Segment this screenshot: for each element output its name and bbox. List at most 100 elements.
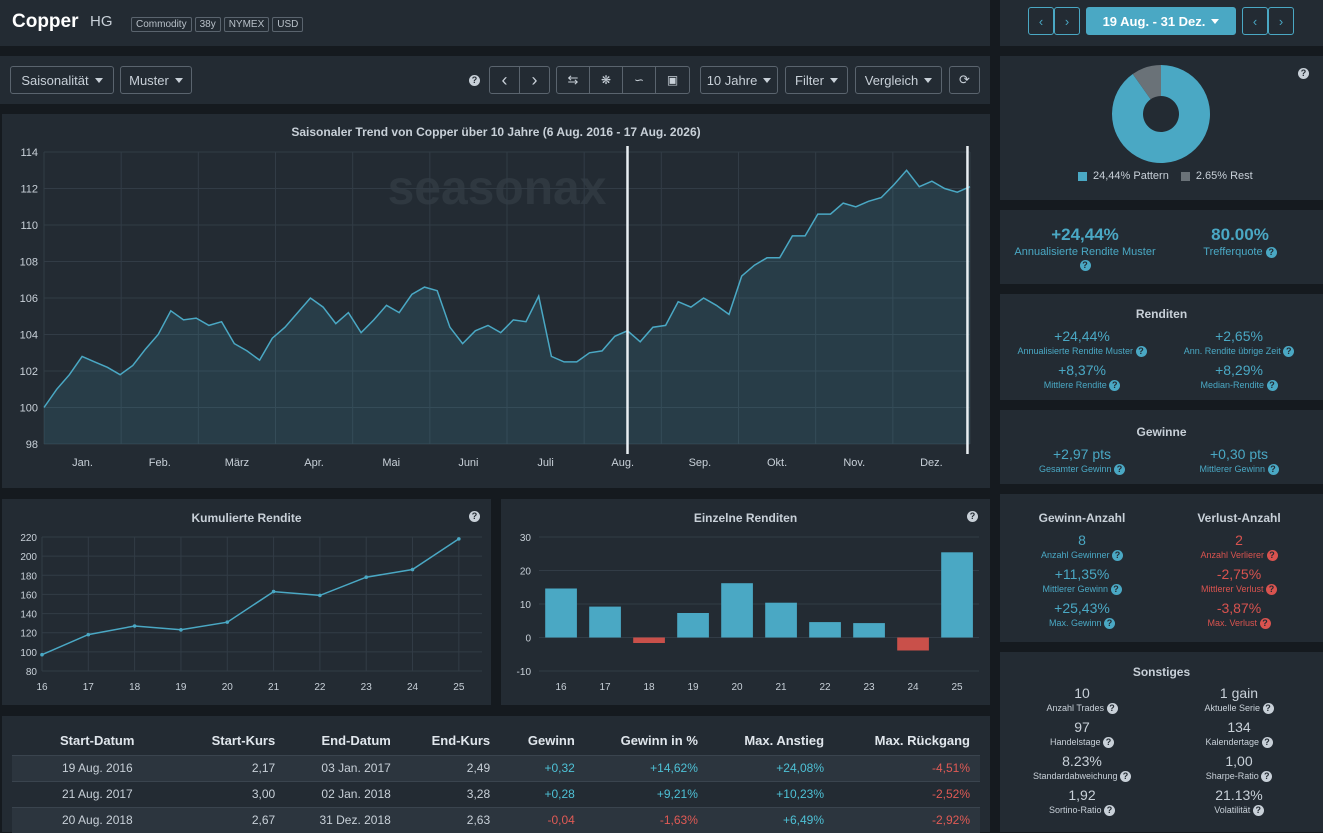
symbol-label: HG	[90, 13, 113, 30]
badge-type: Commodity	[131, 17, 192, 32]
cumulative-point	[86, 632, 91, 637]
help-icon[interactable]: ?	[1262, 703, 1274, 715]
help-icon[interactable]: ?	[1120, 771, 1132, 783]
stat-value: +25,43%	[1054, 600, 1110, 616]
reset-button[interactable]: ⟳	[949, 66, 980, 94]
help-icon[interactable]: ?	[1266, 380, 1278, 392]
stat-label-row: Mittlere Rendite ?	[1007, 380, 1157, 392]
help-icon[interactable]: ?	[1104, 618, 1116, 630]
filter-dropdown[interactable]: Filter	[785, 66, 848, 94]
table-cell: +0,32	[500, 754, 585, 781]
range-shift-prev-button[interactable]: ‹	[1242, 7, 1268, 35]
seasonality-dropdown[interactable]: Saisonalität	[10, 66, 114, 94]
x-tick-label: 21	[775, 682, 787, 693]
return-bar	[633, 637, 665, 643]
date-range-button[interactable]: 19 Aug. - 31 Dez.	[1086, 7, 1236, 35]
help-icon[interactable]: ?	[1103, 737, 1115, 749]
stat-max-gain: +25,43% Max. Gewinn ?	[1007, 600, 1157, 630]
help-icon[interactable]: ?	[469, 75, 480, 86]
table-row[interactable]: 21 Aug. 2017 3,00 02 Jan. 2018 3,28 +0,28 +9,…	[12, 780, 980, 807]
compare-dropdown[interactable]: Vergleich	[855, 66, 942, 94]
help-icon[interactable]: ?	[1106, 703, 1118, 715]
table-row[interactable]: 20 Aug. 2018 2,67 31 Dez. 2018 2,63 -0,04 -1,…	[12, 806, 980, 833]
help-icon[interactable]: ?	[1283, 346, 1295, 358]
column-header[interactable]: Start-Datum	[60, 733, 135, 749]
column-header[interactable]: Max. Rückgang	[874, 733, 970, 749]
stat-trading-days: 97 Handelstage ?	[1007, 719, 1157, 749]
help-icon[interactable]: ?	[1261, 771, 1273, 783]
years-dropdown[interactable]: 10 Jahre	[700, 66, 778, 94]
table-cell: 19 Aug. 2016	[12, 754, 180, 781]
trades-table: Start-Datum Start-Kurs End-Datum End-Kurs Ge…	[12, 727, 980, 833]
help-icon[interactable]: ?	[1104, 805, 1116, 817]
next-button[interactable]: ›	[519, 66, 550, 94]
help-icon[interactable]: ?	[1266, 550, 1278, 562]
stat-value: 8.23%	[1062, 753, 1102, 769]
help-icon[interactable]: ?	[1252, 805, 1264, 817]
help-icon[interactable]: ?	[1298, 68, 1309, 79]
help-icon[interactable]: ?	[1267, 464, 1279, 476]
stat-label-row: Sortino-Ratio ?	[1007, 805, 1157, 817]
x-tick-label: 19	[175, 682, 187, 693]
column-header[interactable]: Gewinn in %	[620, 733, 698, 749]
y-tick-label: 220	[20, 533, 37, 544]
range-prev-button[interactable]: ‹	[1028, 7, 1054, 35]
x-tick-label: 17	[83, 682, 95, 693]
help-icon[interactable]: ?	[1112, 550, 1124, 562]
range-shift-next-button[interactable]: ›	[1268, 7, 1294, 35]
table-cell: 03 Jan. 2017	[285, 754, 401, 781]
column-header[interactable]: Max. Anstieg	[744, 733, 825, 749]
x-tick-label: 22	[314, 682, 326, 693]
stat-total-gain: +2,97 pts Gesamter Gewinn ?	[1007, 446, 1157, 476]
chevron-down-icon	[94, 77, 103, 83]
help-icon[interactable]: ?	[1265, 246, 1277, 258]
prev-button[interactable]: ‹	[489, 66, 520, 94]
help-icon[interactable]: ?	[1135, 346, 1147, 358]
bug-icon: ❋	[600, 73, 612, 87]
bug-button[interactable]: ❋	[589, 66, 623, 94]
loss-count-title: Verlust-Anzahl	[1197, 511, 1281, 525]
swap-button[interactable]: ⇆	[556, 66, 590, 94]
swap-icon: ⇆	[567, 72, 579, 87]
column-header[interactable]: Start-Kurs	[211, 733, 276, 749]
help-icon[interactable]: ?	[469, 511, 480, 522]
range-next-button[interactable]: ›	[1054, 7, 1080, 35]
toolbar: Saisonalität Muster ? ‹ › ⇆ ❋ ∽ ▣ 10 Jah…	[0, 56, 990, 104]
stat-label: Mittlerer Gewinn	[1042, 584, 1108, 594]
pie-legend: 24,44% Pattern 2.65% Rest	[1078, 170, 1253, 182]
single-returns-chart: 30 20 10 0 -10 16 17 18 19 20 21 22 23 24 25	[517, 533, 979, 693]
pattern-dropdown[interactable]: Muster	[120, 66, 192, 94]
table-row[interactable]: 19 Aug. 2016 2,17 03 Jan. 2017 2,49 +0,32 +14…	[12, 754, 980, 781]
chevron-down-icon	[829, 77, 838, 83]
table-cell: 20 Aug. 2018	[12, 806, 180, 833]
stat-value: 1 gain	[1219, 685, 1259, 701]
calendar-button[interactable]: ▣	[655, 66, 690, 94]
stat-label-row: Anzahl Gewinner ?	[1007, 550, 1157, 562]
y-tick-label: 112	[20, 184, 38, 196]
stat-label-row: Mittlerer Gewinn ?	[1164, 464, 1314, 476]
column-header[interactable]: End-Kurs	[431, 733, 491, 749]
stat-avg-gain: +11,35% Mittlerer Gewinn ?	[1007, 566, 1157, 596]
help-icon[interactable]: ?	[1259, 618, 1271, 630]
stat-value: 1,00	[1225, 753, 1253, 769]
column-header[interactable]: Gewinn	[527, 733, 575, 749]
cumulative-line	[41, 538, 460, 656]
stat-label: Anzahl Verlierer	[1200, 550, 1265, 560]
help-icon[interactable]: ?	[967, 511, 978, 522]
y-tick-label: -10	[517, 667, 532, 678]
badge-currency: USD	[272, 17, 304, 32]
help-icon[interactable]: ?	[1266, 584, 1278, 596]
help-icon[interactable]: ?	[1110, 584, 1122, 596]
column-header[interactable]: End-Datum	[321, 733, 391, 749]
chart-type-button[interactable]: ∽	[622, 66, 656, 94]
chevron-down-icon	[763, 77, 772, 83]
stat-value: -2,75%	[1216, 566, 1262, 582]
y-tick-label: 110	[20, 220, 38, 232]
help-icon[interactable]: ?	[1261, 737, 1273, 749]
help-icon[interactable]: ?	[1114, 464, 1126, 476]
help-icon[interactable]: ?	[1079, 260, 1091, 271]
legend-rest: 2.65% Rest	[1180, 170, 1253, 182]
stat-label-row: Handelstage ?	[1007, 737, 1157, 749]
help-icon[interactable]: ?	[1109, 380, 1121, 392]
legend-pattern: 24,44% Pattern	[1078, 170, 1169, 182]
